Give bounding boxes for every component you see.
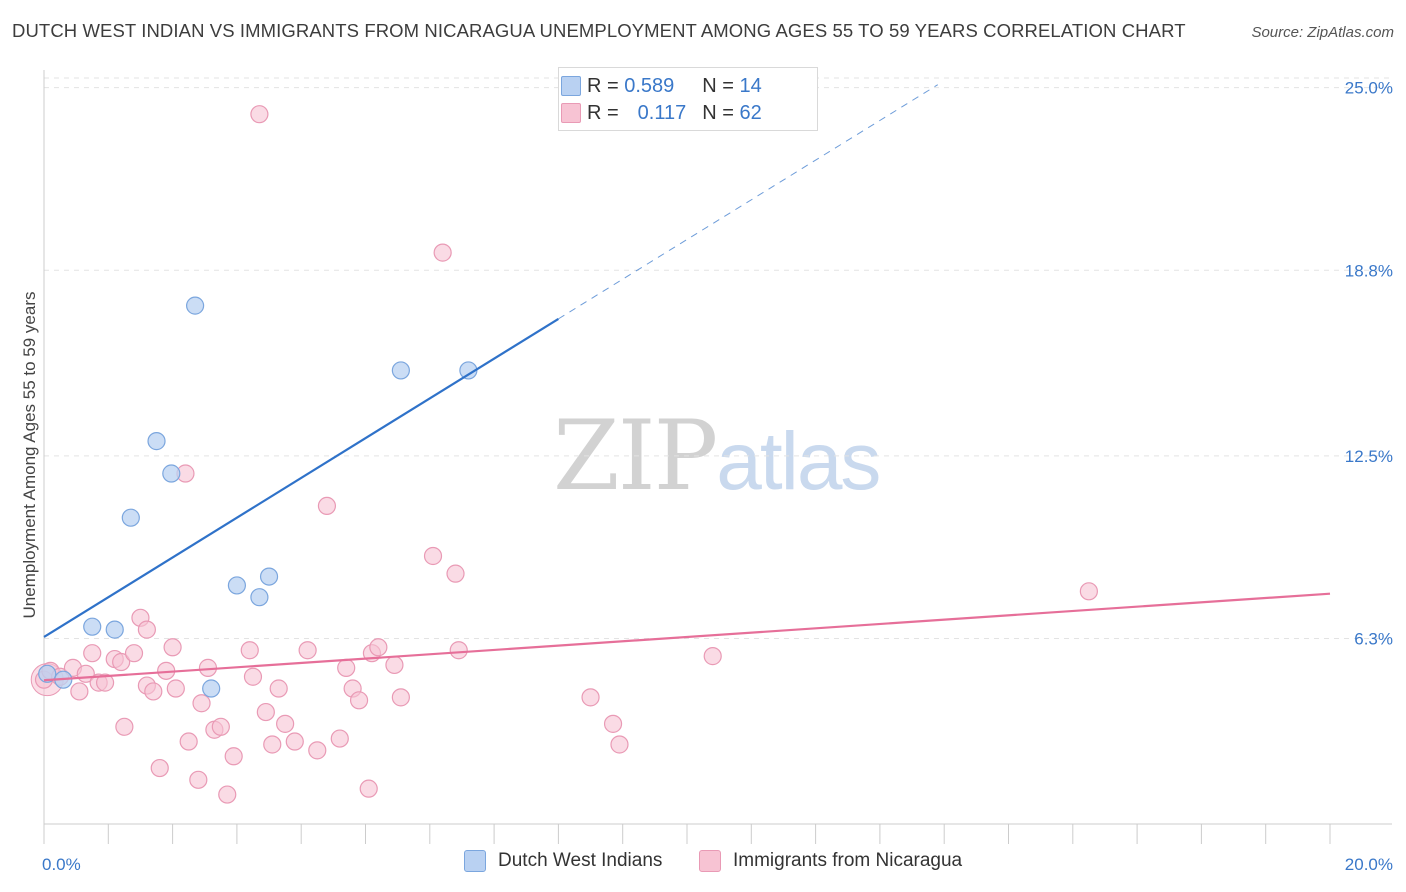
- data-point: [150, 758, 169, 778]
- x-tick-label: 20.0%: [1345, 855, 1393, 874]
- legend-row-blue: R = 0.589 N = 14: [561, 73, 762, 99]
- data-point: [603, 714, 623, 733]
- y-tick-label: 12.5%: [1345, 447, 1393, 466]
- data-point: [179, 732, 198, 751]
- data-point: [250, 105, 269, 124]
- y-axis-label: Unemployment Among Ages 55 to 59 years: [20, 291, 39, 619]
- watermark-atlas: atlas: [716, 416, 881, 507]
- data-point: [256, 702, 275, 722]
- legend-swatch-pink: [699, 850, 721, 872]
- legend-n-value: 62: [739, 101, 762, 124]
- trend-lines: [43, 84, 1331, 682]
- data-point: [105, 620, 124, 639]
- data-point: [1079, 582, 1098, 601]
- data-point: [276, 714, 295, 733]
- data-point: [243, 667, 263, 686]
- trend-line-dutch-west-indians: [43, 317, 559, 638]
- chart-title: DUTCH WEST INDIAN VS IMMIGRANTS FROM NIC…: [12, 20, 1186, 41]
- data-point: [449, 641, 468, 660]
- data-point: [337, 658, 356, 677]
- data-point: [269, 679, 288, 698]
- legend-n-label: N =: [702, 74, 734, 97]
- trend-line-immigrants-from-nicaragua: [43, 592, 1331, 682]
- data-point: [298, 641, 317, 660]
- trend-line-extension: [558, 84, 939, 320]
- data-point: [250, 588, 269, 607]
- data-point: [349, 691, 369, 710]
- data-point: [112, 652, 131, 672]
- data-point: [610, 735, 629, 754]
- data-point: [144, 682, 163, 701]
- legend-label: Dutch West Indians: [498, 850, 663, 871]
- data-point: [385, 655, 404, 675]
- data-point: [369, 638, 388, 657]
- data-point: [147, 432, 166, 451]
- data-point: [359, 779, 378, 798]
- data-point: [227, 576, 246, 595]
- data-point: [162, 464, 181, 483]
- correlation-legend: R = 0.589 N = 14 R = 0.117 N = 62: [558, 67, 818, 131]
- legend-swatch-blue: [464, 850, 486, 872]
- data-point: [83, 644, 102, 663]
- y-tick-label: 6.3%: [1354, 629, 1393, 648]
- data-point: [433, 243, 452, 262]
- data-point: [166, 679, 185, 698]
- data-point: [224, 747, 243, 766]
- data-point: [124, 644, 144, 663]
- data-point: [137, 620, 156, 639]
- data-point: [115, 717, 134, 736]
- y-tick-label: 25.0%: [1345, 79, 1393, 98]
- legend-r-value: 0.589: [624, 74, 675, 97]
- data-point: [285, 732, 304, 751]
- data-point: [70, 682, 89, 701]
- series-dutch-west-indians: [38, 296, 478, 698]
- legend-n-label: N =: [702, 101, 734, 124]
- data-point: [186, 296, 205, 315]
- source-credit: Source: ZipAtlas.com: [1251, 24, 1394, 41]
- y-tick-label: 18.8%: [1345, 261, 1393, 280]
- axis-ticks: [43, 824, 1331, 844]
- data-point: [703, 647, 722, 666]
- data-point: [202, 679, 221, 698]
- data-point: [581, 688, 600, 707]
- legend-swatch-pink: [561, 103, 581, 123]
- data-point: [121, 508, 140, 527]
- legend-r-label: R =: [587, 101, 619, 124]
- data-point: [263, 735, 282, 754]
- data-point: [391, 361, 410, 380]
- legend-swatch-blue: [561, 76, 581, 96]
- legend-row-pink: R = 0.117 N = 62: [561, 100, 762, 126]
- data-point: [192, 694, 211, 713]
- data-point: [189, 770, 208, 789]
- data-point: [317, 496, 337, 516]
- data-point: [259, 567, 279, 586]
- series-immigrants-from-nicaragua: [30, 105, 1098, 804]
- data-point: [330, 729, 349, 748]
- axes: [43, 70, 1392, 825]
- data-point: [218, 785, 237, 804]
- legend-n-value: 14: [739, 74, 762, 97]
- data-point: [308, 741, 327, 760]
- legend-label: Immigrants from Nicaragua: [733, 850, 963, 871]
- x-tick-label: 0.0%: [42, 855, 81, 874]
- data-point: [38, 664, 57, 683]
- gridlines: [44, 77, 1392, 639]
- legend-r-label: R =: [587, 74, 619, 97]
- data-point: [95, 673, 115, 692]
- data-point: [423, 546, 443, 566]
- watermark: ZIPatlas: [553, 400, 881, 512]
- legend-r-value: 0.117: [637, 101, 687, 124]
- legend-item-dutch-west-indians: Dutch West Indians: [464, 850, 662, 872]
- data-point: [240, 641, 259, 660]
- tick-labels: 6.3% 12.5% 18.8% 25.0% 0.0% 20.0%: [42, 79, 1393, 874]
- data-point: [446, 564, 465, 583]
- data-point: [83, 617, 102, 636]
- data-point: [211, 717, 230, 736]
- data-point: [163, 638, 182, 657]
- data-point: [391, 688, 410, 707]
- legend-item-immigrants-from-nicaragua: Immigrants from Nicaragua: [699, 850, 962, 872]
